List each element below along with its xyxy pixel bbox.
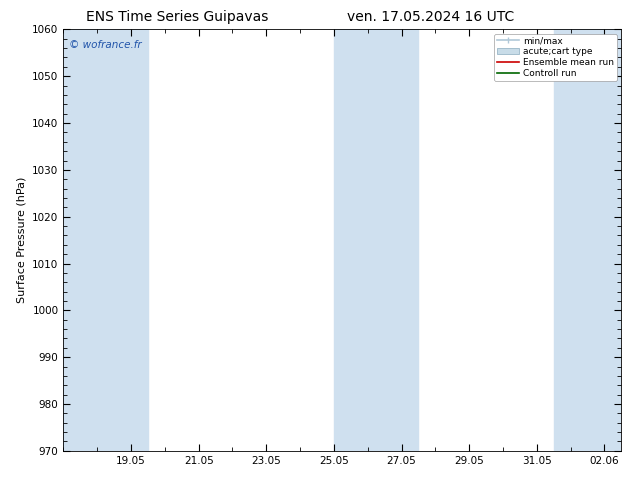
- Legend: min/max, acute;cart type, Ensemble mean run, Controll run: min/max, acute;cart type, Ensemble mean …: [495, 34, 617, 81]
- Y-axis label: Surface Pressure (hPa): Surface Pressure (hPa): [16, 177, 27, 303]
- Bar: [63, 29, 148, 451]
- Text: © wofrance.fr: © wofrance.fr: [69, 40, 141, 50]
- Bar: [553, 29, 621, 451]
- Text: ven. 17.05.2024 16 UTC: ven. 17.05.2024 16 UTC: [347, 10, 515, 24]
- Text: ENS Time Series Guipavas: ENS Time Series Guipavas: [86, 10, 269, 24]
- Bar: [334, 29, 418, 451]
